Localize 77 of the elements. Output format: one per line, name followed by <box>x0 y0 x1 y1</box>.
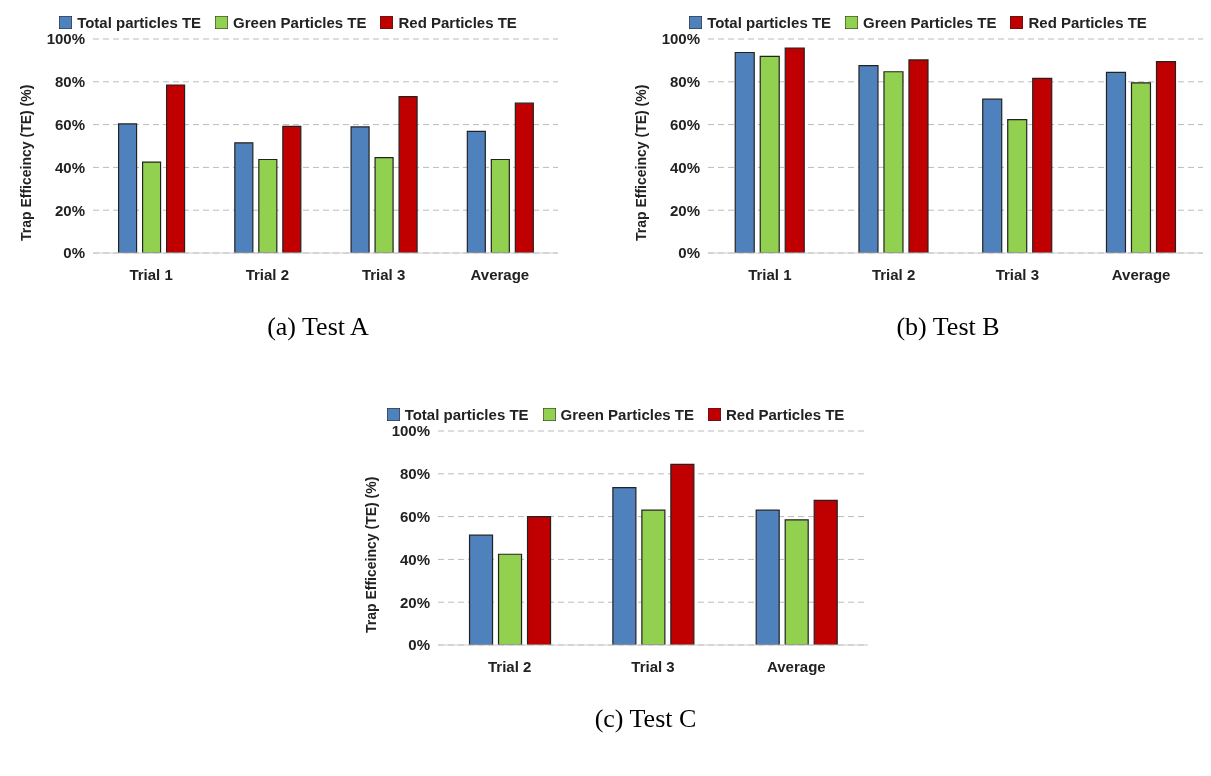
y-axis-title: Trap Efficeincy (TE) (%) <box>632 84 649 241</box>
legend-label: Green Particles TE <box>560 406 694 423</box>
y-tick-label: 20% <box>54 201 85 219</box>
bar <box>734 51 755 253</box>
y-tick-label: 80% <box>399 465 430 483</box>
bar <box>670 463 695 645</box>
bar <box>1105 71 1127 253</box>
y-tick-label: 80% <box>54 73 85 91</box>
bar <box>497 553 523 645</box>
bar <box>398 95 418 253</box>
y-tick-label: 0% <box>63 244 85 262</box>
bar <box>1155 61 1177 253</box>
x-tick-label: Average <box>1111 265 1171 283</box>
y-axis-title: Trap Efficeincy (TE) (%) <box>17 84 34 241</box>
bar <box>982 98 1003 253</box>
bar <box>612 487 637 645</box>
y-tick-label: 40% <box>399 550 430 568</box>
x-tick-label: Trial 1 <box>129 265 173 283</box>
bar <box>1007 119 1028 253</box>
bar <box>784 519 809 645</box>
legend-label: Red Particles TE <box>1028 14 1147 31</box>
legend-label: Red Particles TE <box>725 406 845 423</box>
bar <box>813 499 838 645</box>
bar <box>784 47 805 253</box>
legend-label: Red Particles TE <box>398 14 517 31</box>
y-tick-label: 40% <box>669 158 700 176</box>
legend-label: Total particles TE <box>404 406 529 423</box>
y-tick-label: 100% <box>46 30 85 48</box>
bar <box>858 64 879 253</box>
y-tick-label: 0% <box>408 636 430 654</box>
bar <box>165 84 186 253</box>
bar <box>374 156 394 253</box>
y-tick-label: 100% <box>391 422 430 440</box>
y-tick-label: 60% <box>54 115 85 133</box>
text: (b) Test B <box>895 312 1001 342</box>
x-tick-label: Trial 2 <box>245 265 290 283</box>
x-tick-label: Trial 1 <box>748 265 792 283</box>
bar <box>526 516 552 645</box>
x-tick-label: Trial 3 <box>631 657 675 675</box>
x-tick-label: Trial 3 <box>361 265 406 283</box>
legend-label: Green Particles TE <box>863 14 997 31</box>
x-tick-label: Average <box>470 265 530 283</box>
bar <box>258 158 278 253</box>
bar <box>755 509 780 645</box>
text: (a) Test A <box>266 312 370 342</box>
bar <box>117 123 138 253</box>
bar <box>468 534 494 645</box>
text: (c) Test C <box>593 704 698 734</box>
y-tick-label: 20% <box>669 201 700 219</box>
y-tick-label: 20% <box>399 593 430 611</box>
legend-label: Total particles TE <box>77 14 202 31</box>
bar <box>1130 82 1152 253</box>
bar <box>490 158 510 253</box>
y-axis-title: Trap Efficeincy (TE) (%) <box>362 476 379 633</box>
x-tick-label: Average <box>767 657 826 675</box>
y-tick-label: 100% <box>661 30 700 48</box>
x-tick-label: Trial 2 <box>871 265 916 283</box>
y-tick-label: 0% <box>678 244 700 262</box>
bar <box>514 102 534 253</box>
bar <box>759 55 780 253</box>
y-tick-label: 60% <box>669 115 700 133</box>
x-tick-label: Trial 2 <box>487 657 532 675</box>
bar <box>908 59 929 253</box>
legend-label: Total particles TE <box>707 14 832 31</box>
bar <box>350 126 370 253</box>
bar <box>282 125 302 253</box>
y-tick-label: 60% <box>399 507 430 525</box>
bar <box>234 142 254 253</box>
bar <box>641 509 666 645</box>
y-tick-label: 40% <box>54 158 85 176</box>
x-tick-label: Trial 3 <box>995 265 1040 283</box>
bar <box>466 130 486 253</box>
legend-label: Green Particles TE <box>233 14 367 31</box>
y-tick-label: 80% <box>669 73 700 91</box>
bar <box>1032 77 1053 253</box>
bar <box>141 161 162 253</box>
bar <box>883 71 904 253</box>
